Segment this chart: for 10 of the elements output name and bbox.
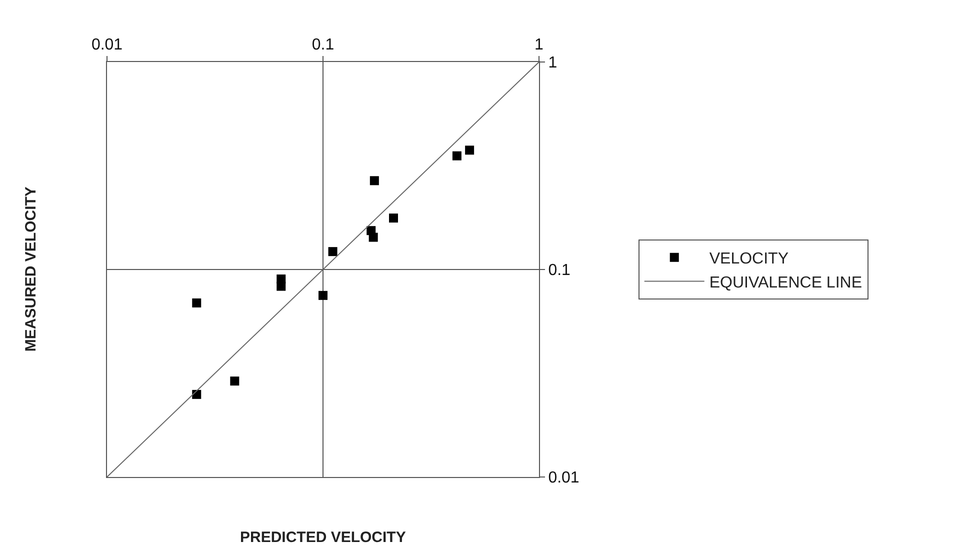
x-tick-label: 0.01	[91, 36, 123, 54]
y-axis-title: MEASURED VELOCITY	[22, 186, 40, 352]
x-axis-title: PREDICTED VELOCITY	[240, 529, 406, 546]
y-tick-label: 0.1	[548, 262, 571, 280]
y-tick-label: 1	[548, 54, 558, 72]
legend-label: EQUIVALENCE LINE	[709, 274, 862, 292]
x-tick-label: 0.1	[312, 36, 334, 54]
legend-label: VELOCITY	[709, 250, 789, 268]
y-tick-label: 0.01	[548, 470, 580, 487]
x-tick-label: 1	[534, 36, 544, 54]
